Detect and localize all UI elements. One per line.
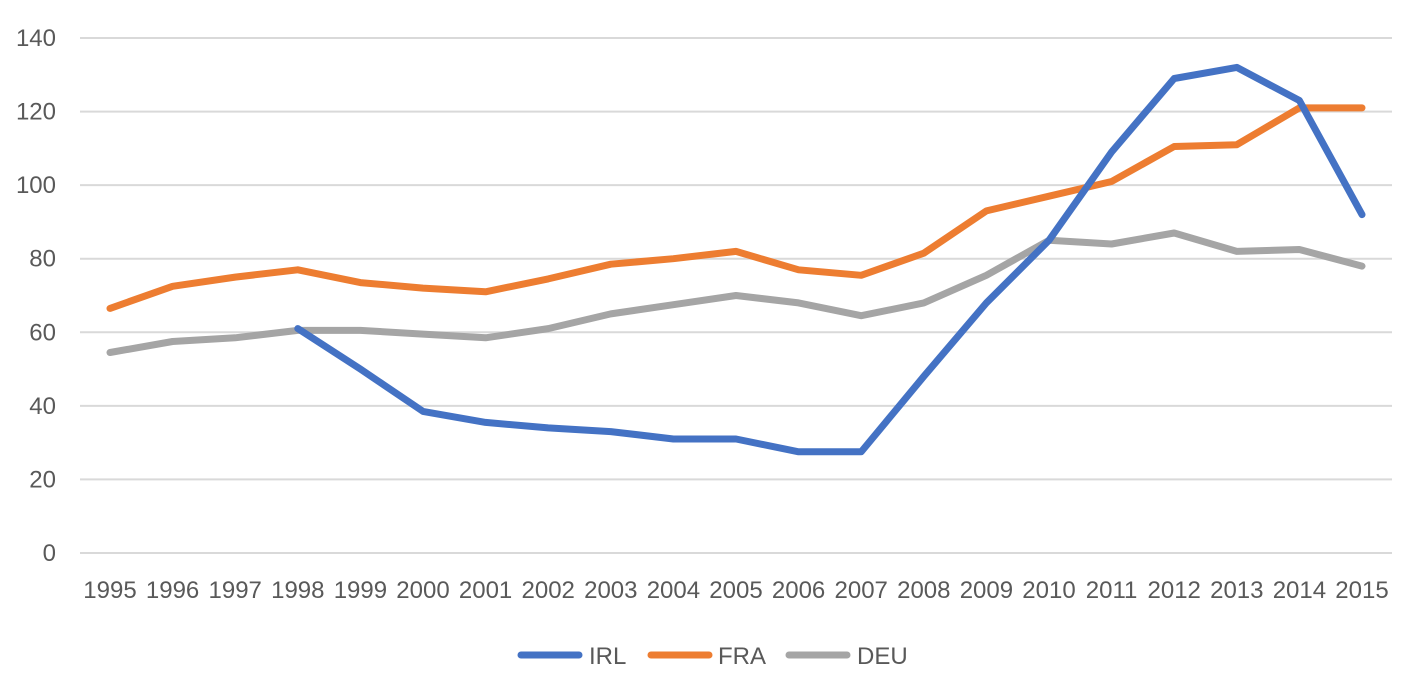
- y-tick-label: 20: [29, 466, 56, 493]
- x-tick-label: 2002: [522, 577, 575, 604]
- x-tick-label: 2010: [1022, 577, 1075, 604]
- x-tick-label: 2007: [835, 577, 888, 604]
- x-tick-label: 2015: [1335, 577, 1388, 604]
- y-tick-label: 140: [16, 25, 56, 52]
- x-axis-tick-labels: 1995 1996 1997 1998 1999 2000 2001 2002 2003 2004…: [83, 577, 1388, 604]
- series-lines: [106, 63, 1366, 456]
- x-tick-label: 1996: [146, 577, 199, 604]
- y-tick-label: 0: [43, 540, 56, 567]
- x-tick-label: 2006: [772, 577, 825, 604]
- legend: IRL FRA DEU: [517, 643, 908, 670]
- y-tick-label: 120: [16, 99, 56, 126]
- y-axis-tick-labels: 0 20 40 60 80 100 120 140: [16, 25, 56, 567]
- x-tick-label: 1999: [334, 577, 387, 604]
- y-tick-label: 100: [16, 172, 56, 199]
- x-tick-label: 2014: [1273, 577, 1326, 604]
- x-tick-label: 2011: [1086, 577, 1138, 604]
- legend-label-deu: DEU: [857, 643, 908, 670]
- x-tick-label: 2001: [459, 577, 512, 604]
- y-tick-label: 40: [29, 393, 56, 420]
- x-tick-label: 2013: [1210, 577, 1263, 604]
- legend-label-irl: IRL: [589, 643, 626, 670]
- x-tick-label: 2005: [709, 577, 762, 604]
- x-tick-label: 1997: [209, 577, 262, 604]
- legend-label-fra: FRA: [718, 643, 766, 670]
- x-tick-label: 1998: [271, 577, 324, 604]
- y-tick-label: 60: [29, 319, 56, 346]
- x-tick-label: 2003: [584, 577, 637, 604]
- x-tick-label: 2004: [647, 577, 700, 604]
- x-tick-label: 2008: [897, 577, 950, 604]
- series-line-irl: [294, 63, 1366, 456]
- x-tick-label: 1995: [83, 577, 136, 604]
- x-tick-label: 2012: [1148, 577, 1201, 604]
- x-tick-label: 2000: [396, 577, 449, 604]
- series-line-deu: [106, 229, 1366, 356]
- series-line-fra: [106, 104, 1366, 312]
- y-tick-label: 80: [29, 246, 56, 273]
- x-tick-label: 2009: [960, 577, 1013, 604]
